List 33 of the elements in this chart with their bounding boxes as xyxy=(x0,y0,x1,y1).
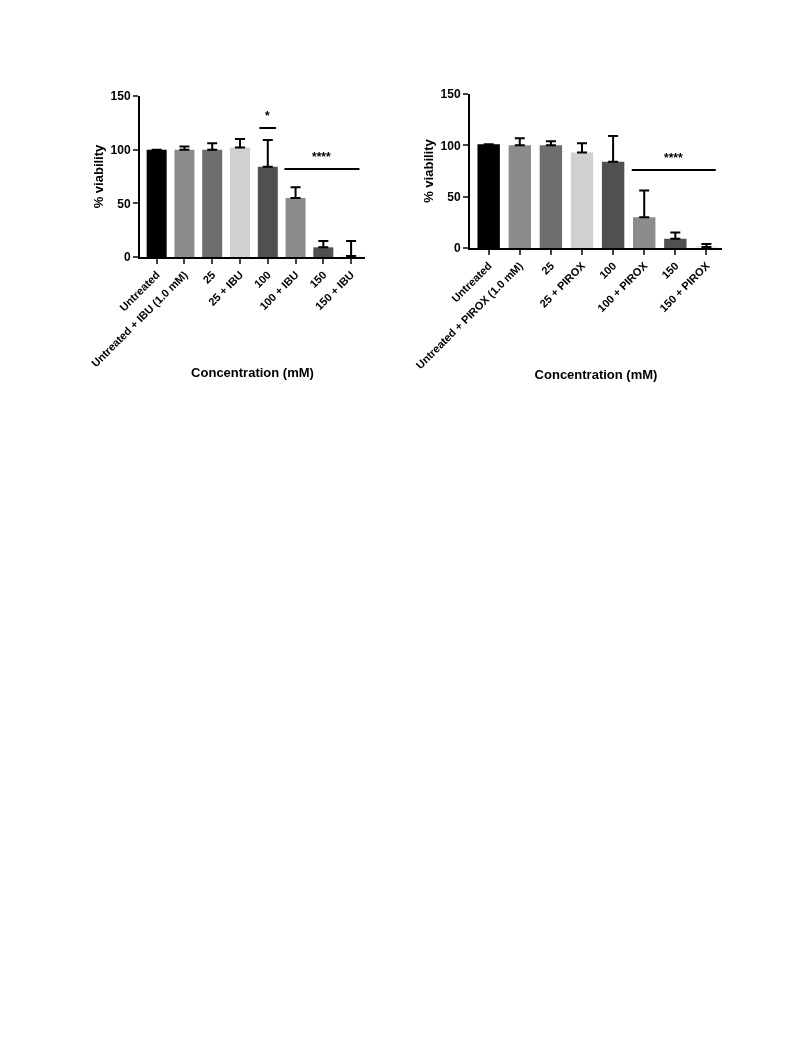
bar xyxy=(508,145,531,248)
bar xyxy=(313,247,334,257)
x-axis-title: Concentration (mM) xyxy=(534,367,658,383)
bar xyxy=(230,147,250,257)
bar xyxy=(174,149,195,257)
bar xyxy=(202,149,223,257)
y-tick-label: 0 xyxy=(453,241,461,256)
y-tick-label: 150 xyxy=(110,89,131,104)
x-tick-label: 150 xyxy=(659,259,681,281)
bar xyxy=(539,145,563,248)
annotation: **** xyxy=(664,151,684,165)
x-tick-label: 100 xyxy=(251,268,274,290)
y-tick-label: 100 xyxy=(110,142,131,157)
bar xyxy=(257,166,278,257)
y-tick-label: 100 xyxy=(440,138,461,153)
bar xyxy=(664,238,687,248)
x-tick-label: 25 xyxy=(200,268,218,286)
annotation: **** xyxy=(312,150,332,164)
bar xyxy=(285,197,306,257)
x-tick-label: 100 xyxy=(596,259,619,281)
x-tick-label: 25 xyxy=(539,259,557,277)
y-tick-label: 50 xyxy=(447,189,461,204)
y-tick-label: 50 xyxy=(117,196,131,211)
y-tick-label: 150 xyxy=(440,87,461,102)
y-axis-title: % viability xyxy=(91,143,107,209)
x-tick-label: 150 xyxy=(307,268,329,290)
bar xyxy=(601,161,625,248)
y-tick-label: 0 xyxy=(123,250,131,265)
annotation: * xyxy=(265,109,270,123)
y-axis-title: % viability xyxy=(421,138,437,203)
x-axis-title: Concentration (mM) xyxy=(191,365,314,381)
bar xyxy=(633,217,656,248)
bar xyxy=(570,152,594,248)
